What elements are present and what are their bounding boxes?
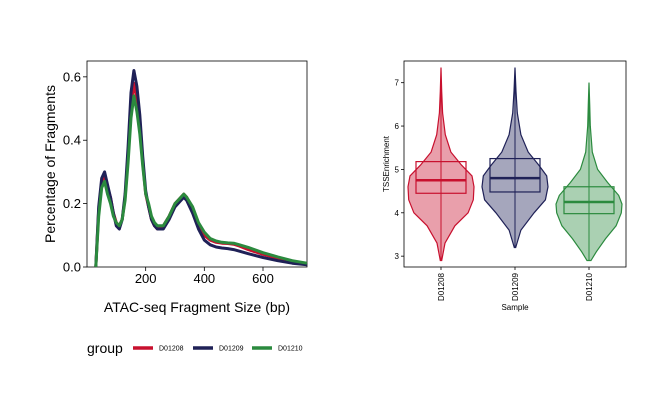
- fragment-xtick-label: 400: [193, 271, 215, 286]
- fragment-plot-panel: [86, 60, 308, 268]
- legend-label-D01209: D01209: [219, 346, 244, 353]
- box-D01209: [489, 157, 541, 193]
- fragment-lines: [94, 69, 308, 268]
- legend: group D01208 D01209 D01210: [87, 340, 303, 356]
- tss-axes: 3 4 5 6 7 D01208 D01209 D01210: [395, 79, 594, 301]
- fragment-xtick-label: 200: [135, 271, 157, 286]
- fragment-xtick-label: 600: [252, 271, 274, 286]
- fragment-ytick-label: 0.4: [63, 133, 81, 148]
- tss-ytick-label: 3: [395, 252, 400, 261]
- tss-ytick-label: 6: [395, 122, 400, 131]
- box-D01210: [563, 186, 615, 215]
- tss-xtick-label: D01210: [585, 272, 594, 301]
- tss-ytick-label: 7: [395, 79, 400, 88]
- legend-title: group: [87, 340, 123, 356]
- legend-items: D01208 D01209 D01210: [133, 346, 303, 353]
- tss-xtick-label: D01209: [511, 272, 520, 301]
- tss-violins: [407, 67, 623, 262]
- legend-label-D01208: D01208: [159, 346, 184, 353]
- tss-ytick-label: 5: [395, 165, 400, 174]
- tss-ylabel: TSSEnrichment: [382, 135, 391, 192]
- fragment-xlabel: ATAC-seq Fragment Size (bp): [104, 299, 290, 315]
- fragment-axes: 200 400 600 0.0 0.2 0.4 0.6: [63, 69, 274, 286]
- fragment-series-D01210: [94, 94, 308, 268]
- fragment-ytick-label: 0.0: [63, 260, 81, 275]
- fragment-ytick-label: 0.2: [63, 196, 81, 211]
- legend-label-D01210: D01210: [278, 346, 303, 353]
- fragment-ylabel: Percentage of Fragments: [42, 85, 58, 243]
- tss-xtick-label: D01208: [437, 272, 446, 301]
- fragment-ytick-label: 0.6: [63, 69, 81, 84]
- box-D01208: [415, 161, 467, 194]
- tss-ytick-label: 4: [395, 209, 400, 218]
- tss-xlabel: Sample: [501, 303, 529, 312]
